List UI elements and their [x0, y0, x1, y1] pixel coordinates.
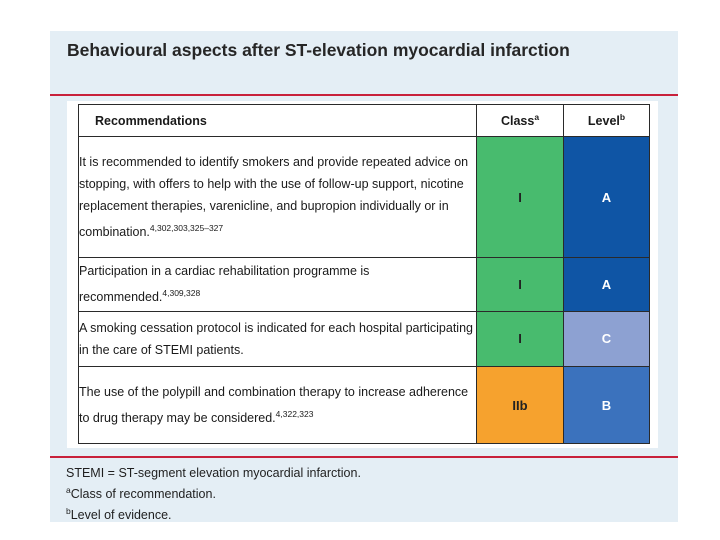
recommendation-sentence: A smoking cessation protocol is indicate… [79, 320, 473, 357]
footnotes: STEMI = ST-segment elevation myocardial … [66, 465, 666, 524]
header-class-sup: a [534, 112, 540, 123]
footnote-a: aClass of recommendation. [66, 482, 666, 503]
footnote-b-marker: b [66, 506, 71, 517]
recommendation-refs: 4,302,303,325–327 [149, 223, 224, 233]
recommendation-refs: 4,309,328 [162, 288, 201, 299]
recommendation-text: A smoking cessation protocol is indicate… [78, 310, 477, 368]
recommendation-text: It is recommended to identify smokers an… [78, 135, 477, 259]
level-cell: B [563, 366, 650, 444]
header-class-label: Class [500, 114, 535, 129]
footnote-b-text: Level of evidence. [70, 508, 172, 523]
recommendations-table: Recommendations Classa Levelb It is reco… [78, 104, 650, 444]
table-row: Participation in a cardiac rehabilitatio… [78, 257, 650, 312]
footnote-b: bLevel of evidence. [66, 503, 666, 524]
table-row: It is recommended to identify smokers an… [78, 135, 650, 259]
footnote-a-text: Class of recommendation. [70, 487, 216, 502]
header-level-label: Level [587, 114, 620, 129]
class-cell: I [476, 310, 564, 368]
recommendation-refs: 4,322,323 [275, 409, 314, 420]
bottom-divider [50, 456, 678, 458]
recommendation-text: Participation in a cardiac rehabilitatio… [78, 257, 477, 312]
table-row: A smoking cessation protocol is indicate… [78, 310, 650, 368]
recommendation-sentence: It is recommended to identify smokers an… [79, 155, 469, 240]
class-cell: I [476, 135, 564, 259]
recommendation-sentence: Participation in a cardiac rehabilitatio… [79, 264, 370, 305]
header-level: Levelb [563, 104, 650, 137]
table-header-row: Recommendations Classa Levelb [78, 104, 650, 137]
panel-title: Behavioural aspects after ST-elevation m… [67, 40, 570, 60]
header-class: Classa [476, 104, 564, 137]
class-cell: IIb [476, 366, 564, 444]
level-cell: A [563, 135, 650, 259]
header-recommendations: Recommendations [78, 104, 477, 137]
table-row: The use of the polypill and combination … [78, 366, 650, 444]
level-cell: C [563, 310, 650, 368]
class-cell: I [476, 257, 564, 312]
footnote-stemi: STEMI = ST-segment elevation myocardial … [66, 466, 361, 480]
recommendation-text: The use of the polypill and combination … [78, 366, 477, 444]
header-level-sup: b [619, 112, 626, 123]
level-cell: A [563, 257, 650, 312]
top-divider [50, 94, 678, 96]
recommendation-sentence: The use of the polypill and combination … [79, 385, 469, 426]
footnote-a-marker: a [66, 485, 71, 495]
